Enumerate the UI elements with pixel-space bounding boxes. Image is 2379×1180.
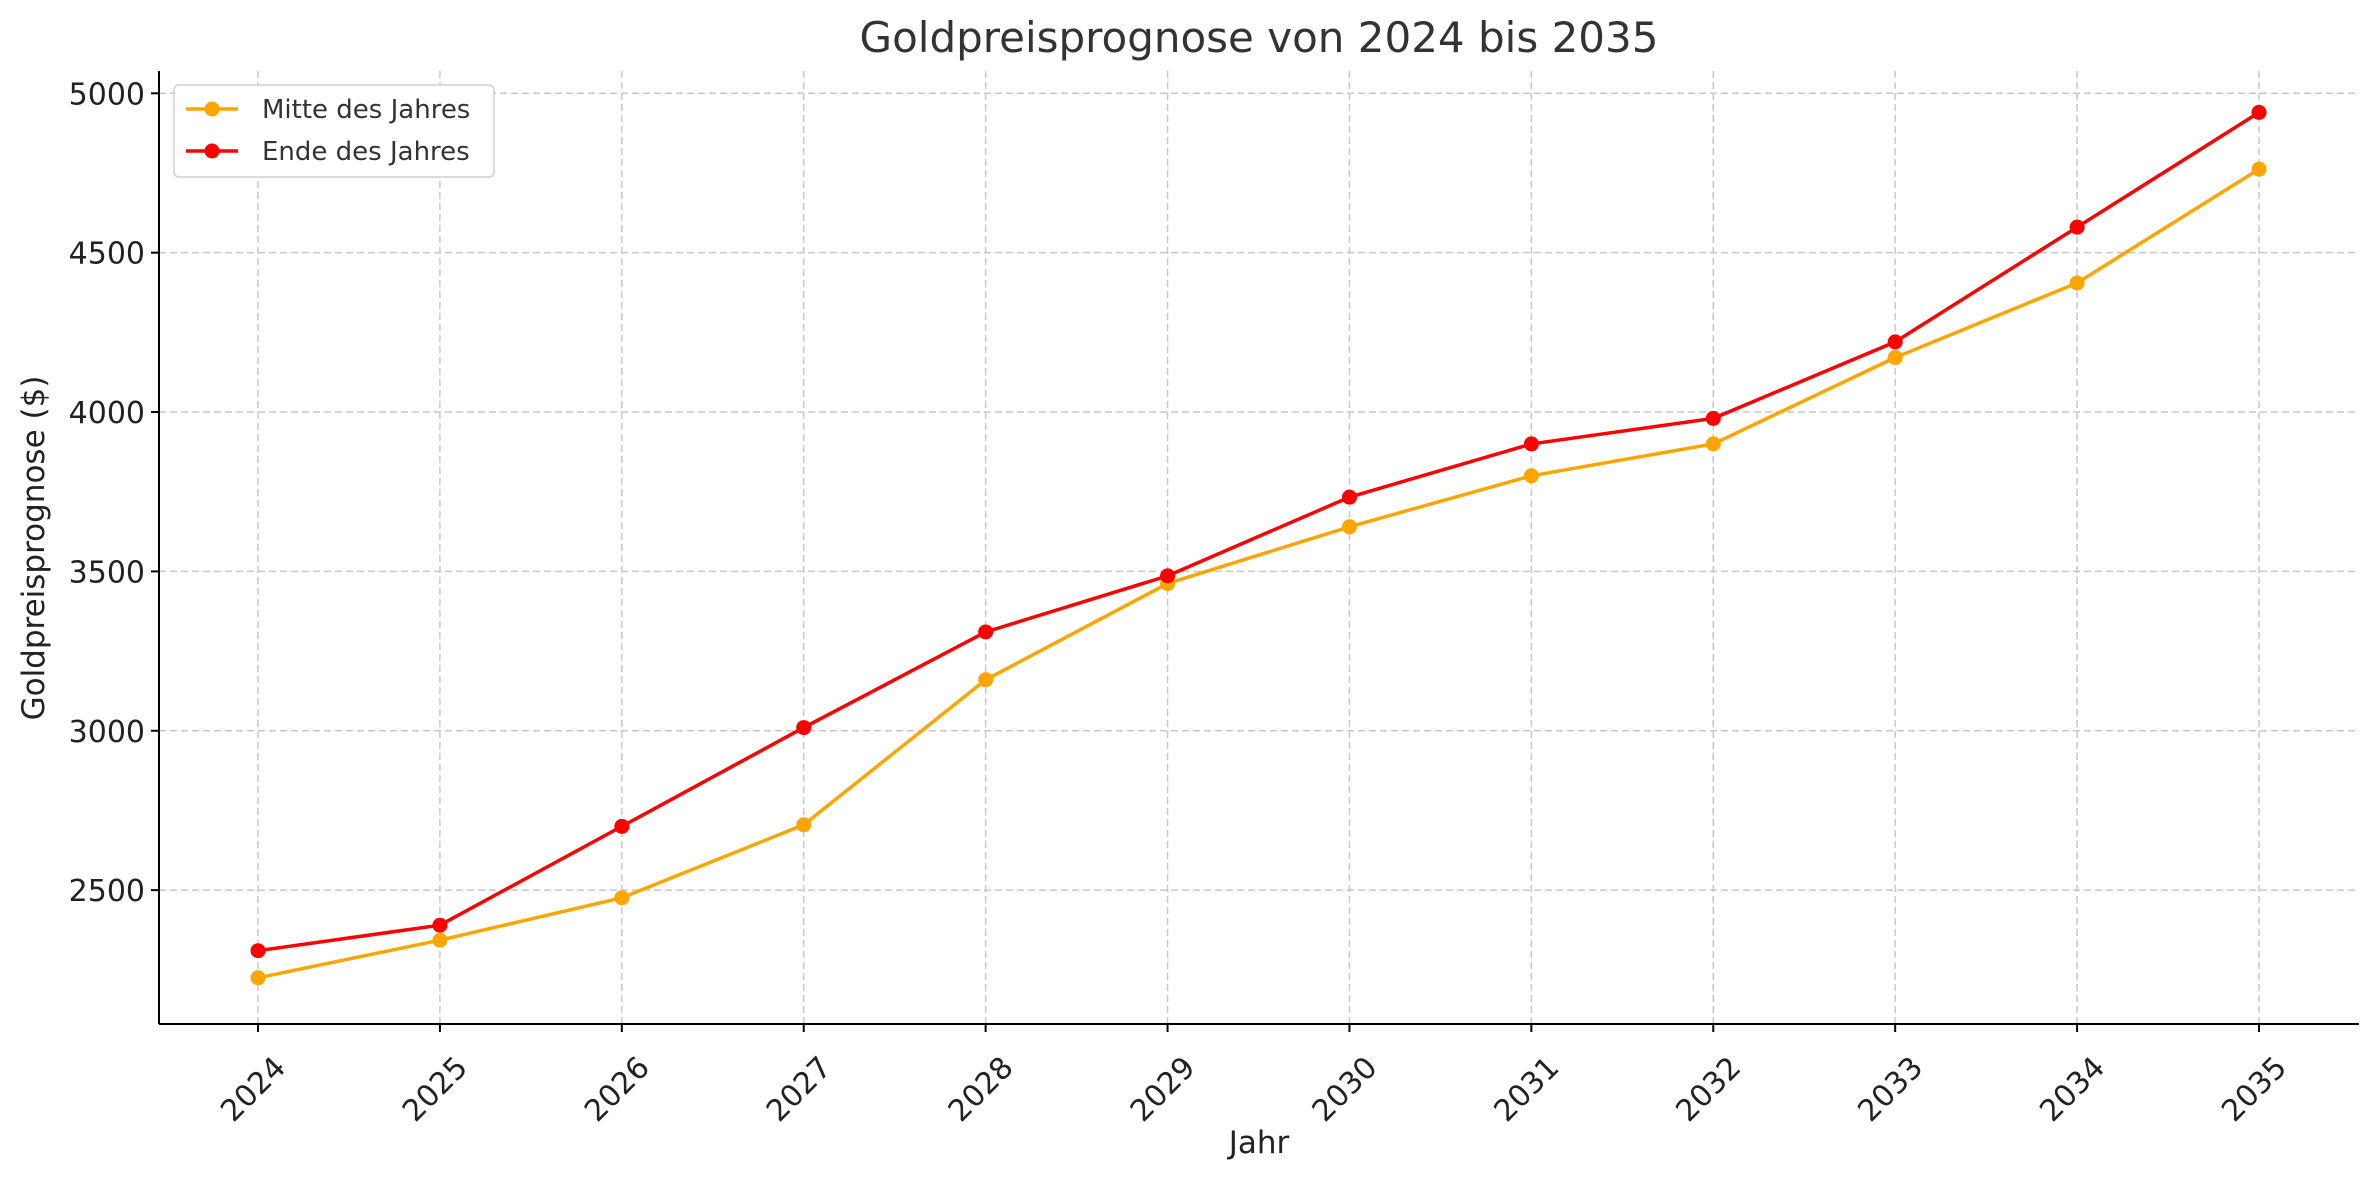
y-tick-label: 3000 bbox=[69, 715, 145, 750]
series-group bbox=[250, 104, 2267, 986]
legend-marker bbox=[204, 143, 220, 159]
legend-label: Mitte des Jahres bbox=[262, 95, 470, 125]
data-point bbox=[1887, 350, 1903, 366]
x-tick-label: 2030 bbox=[1306, 1050, 1385, 1129]
data-point bbox=[796, 817, 812, 833]
x-tick-label: 2033 bbox=[1851, 1050, 1930, 1129]
axes bbox=[158, 71, 2359, 1025]
y-tick-label: 2500 bbox=[69, 874, 145, 909]
data-point bbox=[250, 943, 266, 959]
data-point bbox=[1523, 468, 1539, 484]
chart-title: Goldpreisprognose von 2024 bis 2035 bbox=[860, 13, 1659, 62]
y-axis-label: Goldpreisprognose ($) bbox=[16, 376, 52, 721]
grid bbox=[159, 71, 2359, 1024]
data-point bbox=[1705, 436, 1721, 452]
x-tick-label: 2031 bbox=[1488, 1050, 1567, 1129]
series-line bbox=[257, 167, 2260, 980]
data-point bbox=[1341, 489, 1357, 505]
data-point bbox=[2069, 275, 2085, 291]
x-tick-label: 2032 bbox=[1669, 1050, 1748, 1129]
data-point bbox=[1887, 334, 1903, 350]
x-tick-label: 2029 bbox=[1124, 1050, 1203, 1129]
ticks: 2024 2025 2026 2027 2028 2029 2030 2031 2032 2033… bbox=[69, 77, 2294, 1129]
data-point bbox=[1160, 568, 1176, 584]
x-tick-label: 2028 bbox=[942, 1050, 1021, 1129]
data-point bbox=[250, 970, 266, 986]
data-point bbox=[796, 720, 812, 736]
x-tick-label: 2035 bbox=[2215, 1050, 2294, 1129]
legend-box bbox=[173, 84, 495, 178]
data-point bbox=[432, 932, 448, 948]
data-point bbox=[2251, 104, 2267, 120]
data-point bbox=[614, 890, 630, 906]
x-tick-label: 2025 bbox=[396, 1050, 475, 1129]
data-point bbox=[1705, 410, 1721, 426]
legend: Mitte des Jahres Ende des Jahres bbox=[173, 84, 495, 178]
legend-label: Ende des Jahres bbox=[262, 137, 470, 167]
y-tick-label: 3500 bbox=[69, 555, 145, 590]
legend-marker bbox=[204, 101, 220, 117]
data-point bbox=[2251, 161, 2267, 177]
data-point bbox=[432, 917, 448, 933]
y-tick-label: 4000 bbox=[69, 396, 145, 431]
x-tick-label: 2034 bbox=[2033, 1050, 2112, 1129]
data-point bbox=[978, 624, 994, 640]
x-axis-label: Jahr bbox=[1227, 1125, 1290, 1161]
data-point bbox=[1523, 436, 1539, 452]
y-tick-label: 4500 bbox=[69, 237, 145, 272]
data-point bbox=[1341, 519, 1357, 535]
x-tick-label: 2026 bbox=[578, 1050, 657, 1129]
x-tick-label: 2027 bbox=[760, 1050, 839, 1129]
data-point bbox=[2069, 219, 2085, 235]
data-point bbox=[978, 672, 994, 688]
x-tick-label: 2024 bbox=[214, 1050, 293, 1129]
data-point bbox=[614, 818, 630, 834]
series-line bbox=[257, 110, 2260, 953]
y-tick-label: 5000 bbox=[69, 77, 145, 112]
